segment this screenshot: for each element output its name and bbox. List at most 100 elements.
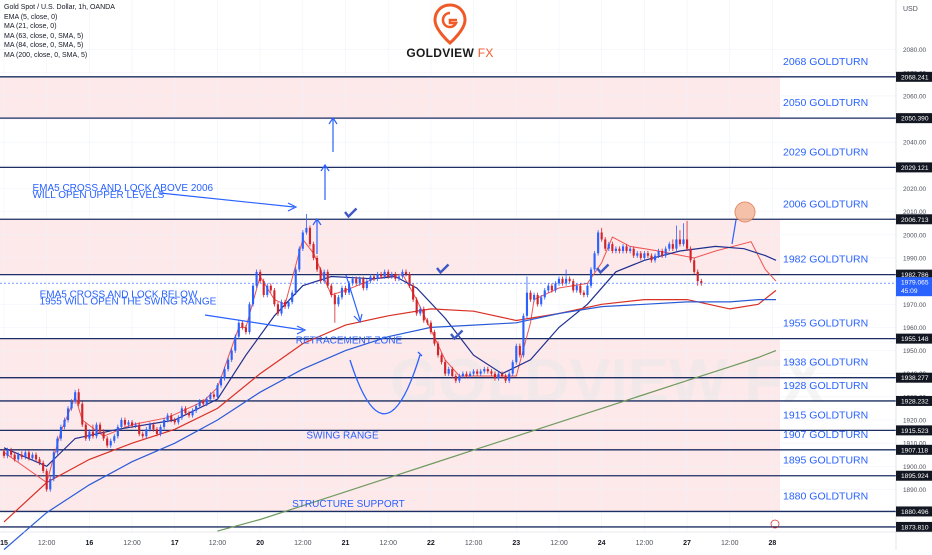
candle-body[interactable]	[611, 244, 614, 252]
candle-body[interactable]	[451, 369, 454, 377]
candle-body[interactable]	[191, 410, 194, 416]
candle-body[interactable]	[493, 373, 497, 379]
candle-body[interactable]	[671, 244, 674, 249]
legend-indicator-ma63[interactable]: MA (63, close, 0, SMA, 5)	[4, 32, 84, 40]
candle-body[interactable]	[497, 373, 500, 379]
candle-body[interactable]	[397, 276, 400, 279]
candle-body[interactable]	[116, 426, 119, 437]
candle-body[interactable]	[614, 248, 617, 252]
candle-body[interactable]	[259, 271, 262, 282]
candle-body[interactable]	[134, 424, 137, 426]
candle-body[interactable]	[579, 285, 582, 293]
candle-body[interactable]	[6, 450, 9, 456]
candle-body[interactable]	[291, 292, 294, 302]
candle-body[interactable]	[244, 327, 247, 333]
candle-body[interactable]	[650, 255, 653, 261]
candle-body[interactable]	[678, 239, 682, 245]
candle-body[interactable]	[408, 274, 411, 286]
candle-body[interactable]	[255, 271, 258, 286]
candle-body[interactable]	[419, 308, 422, 314]
candle-body[interactable]	[305, 227, 308, 233]
candle-body[interactable]	[219, 378, 223, 386]
candle-body[interactable]	[476, 371, 479, 374]
candle-body[interactable]	[52, 452, 55, 480]
candle-body[interactable]	[241, 322, 244, 328]
candle-body[interactable]	[74, 392, 77, 402]
candle-body[interactable]	[380, 274, 383, 277]
candle-body[interactable]	[319, 269, 322, 282]
candle-body[interactable]	[91, 431, 95, 437]
candle-body[interactable]	[483, 369, 486, 372]
candle-body[interactable]	[166, 415, 169, 420]
candle-body[interactable]	[387, 271, 390, 277]
candle-body[interactable]	[465, 373, 468, 377]
candle-body[interactable]	[13, 454, 16, 460]
candle-body[interactable]	[664, 248, 667, 256]
candle-body[interactable]	[639, 253, 642, 258]
candle-body[interactable]	[653, 255, 657, 261]
candle-body[interactable]	[63, 420, 66, 427]
candle-body[interactable]	[205, 399, 208, 404]
candle-body[interactable]	[308, 227, 312, 245]
candle-body[interactable]	[390, 274, 393, 277]
candle-body[interactable]	[533, 294, 536, 300]
candle-body[interactable]	[312, 244, 315, 258]
candle-body[interactable]	[120, 420, 123, 427]
candle-body[interactable]	[394, 274, 397, 279]
candle-body[interactable]	[646, 253, 649, 256]
candle-body[interactable]	[81, 403, 84, 425]
legend-indicator-ema5[interactable]: EMA (5, close, 0)	[4, 13, 58, 21]
candle-body[interactable]	[618, 248, 621, 252]
candle-body[interactable]	[661, 251, 664, 256]
candle-body[interactable]	[675, 239, 678, 249]
legend-indicator-ma21[interactable]: MA (21, close, 0)	[4, 23, 57, 31]
candle-body[interactable]	[486, 369, 489, 372]
candle-body[interactable]	[668, 244, 671, 249]
candle-body[interactable]	[636, 253, 639, 256]
candle-body[interactable]	[589, 269, 593, 286]
candle-body[interactable]	[540, 297, 543, 305]
candle-body[interactable]	[223, 369, 226, 379]
candle-body[interactable]	[152, 424, 155, 430]
candle-body[interactable]	[468, 373, 472, 377]
candle-body[interactable]	[180, 408, 183, 418]
candle-body[interactable]	[34, 454, 38, 460]
candle-body[interactable]	[337, 297, 340, 305]
candle-body[interactable]	[429, 322, 432, 333]
candle-body[interactable]	[262, 281, 265, 295]
candle-body[interactable]	[355, 278, 358, 284]
candle-body[interactable]	[333, 294, 336, 305]
candle-body[interactable]	[138, 424, 141, 434]
candle-body[interactable]	[234, 336, 237, 351]
candle-body[interactable]	[266, 285, 269, 295]
candle-body[interactable]	[693, 260, 696, 272]
candle-body[interactable]	[2, 451, 6, 456]
candle-body[interactable]	[170, 415, 173, 420]
candle-body[interactable]	[689, 248, 692, 261]
candle-body[interactable]	[554, 283, 557, 291]
candle-body[interactable]	[625, 246, 628, 252]
candle-body[interactable]	[248, 304, 251, 333]
candle-body[interactable]	[490, 371, 493, 374]
candle-body[interactable]	[273, 290, 276, 305]
candle-body[interactable]	[10, 450, 13, 455]
candle-body[interactable]	[575, 285, 578, 291]
candle-body[interactable]	[109, 440, 112, 446]
candle-body[interactable]	[557, 278, 561, 284]
candle-body[interactable]	[177, 417, 180, 423]
candle-body[interactable]	[187, 413, 191, 416]
candle-body[interactable]	[358, 278, 361, 284]
candle-body[interactable]	[597, 232, 600, 254]
candle-body[interactable]	[148, 424, 151, 430]
candle-body[interactable]	[632, 248, 635, 256]
candle-body[interactable]	[301, 232, 304, 249]
candle-body[interactable]	[113, 436, 116, 441]
candle-body[interactable]	[525, 292, 529, 316]
candle-body[interactable]	[529, 292, 532, 300]
candle-body[interactable]	[269, 285, 272, 291]
candle-body[interactable]	[49, 479, 52, 490]
candle-body[interactable]	[568, 278, 571, 282]
candle-body[interactable]	[362, 278, 365, 289]
candle-body[interactable]	[348, 283, 351, 293]
candle-body[interactable]	[401, 271, 404, 277]
